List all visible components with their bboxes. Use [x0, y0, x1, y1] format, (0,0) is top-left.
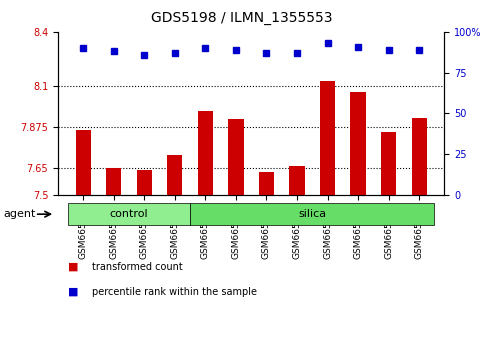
Text: ■: ■ — [68, 262, 78, 272]
Bar — [137, 170, 152, 195]
Bar — [259, 172, 274, 195]
Bar — [198, 112, 213, 195]
Text: control: control — [110, 209, 148, 219]
Bar — [320, 81, 335, 195]
FancyBboxPatch shape — [190, 203, 434, 225]
Text: transformed count: transformed count — [92, 262, 183, 272]
Bar — [289, 166, 305, 195]
FancyBboxPatch shape — [68, 203, 190, 225]
Bar — [381, 132, 396, 195]
Text: GDS5198 / ILMN_1355553: GDS5198 / ILMN_1355553 — [151, 11, 332, 25]
Text: agent: agent — [3, 209, 35, 219]
Bar — [167, 155, 183, 195]
Bar — [228, 119, 243, 195]
Text: ■: ■ — [68, 287, 78, 297]
Text: percentile rank within the sample: percentile rank within the sample — [92, 287, 257, 297]
Bar — [351, 92, 366, 195]
Bar — [412, 118, 427, 195]
Bar — [75, 131, 91, 195]
Text: silica: silica — [298, 209, 327, 219]
Bar — [106, 168, 121, 195]
